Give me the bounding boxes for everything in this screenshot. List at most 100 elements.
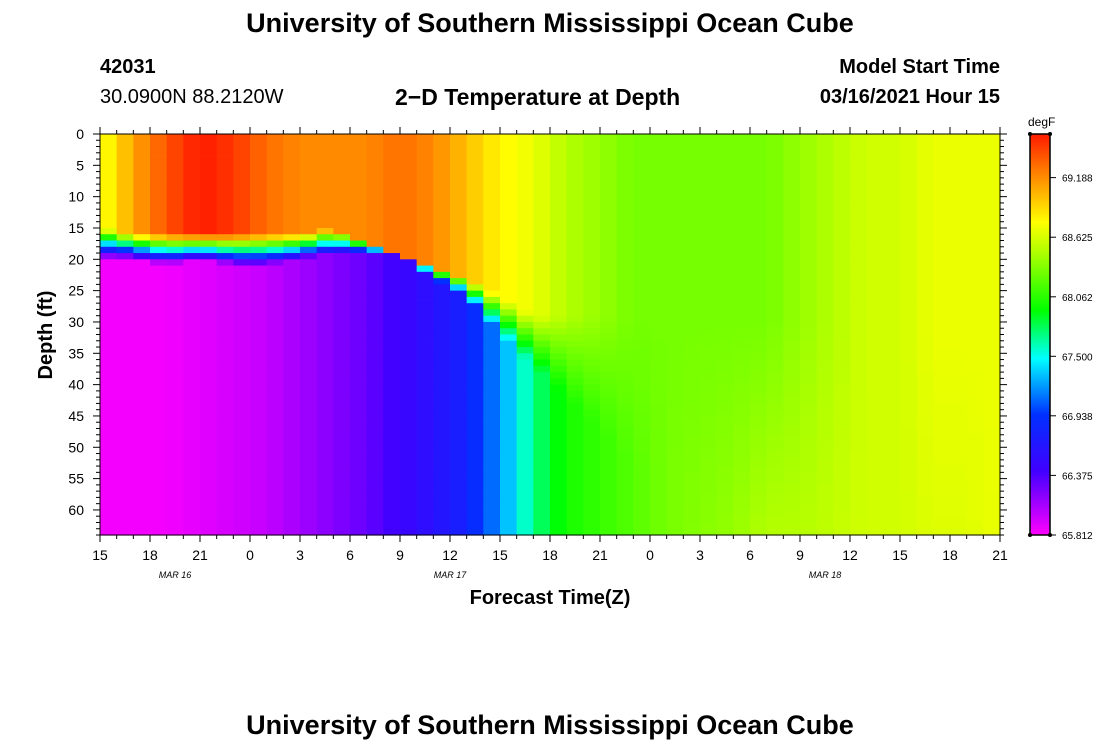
heatmap-cell <box>133 146 151 154</box>
heatmap-cell <box>833 134 851 141</box>
heatmap-cell <box>583 321 601 329</box>
heatmap-cell <box>450 422 468 430</box>
heatmap-cell <box>616 190 634 198</box>
heatmap-cell <box>716 309 734 317</box>
heatmap-cell <box>916 353 934 361</box>
heatmap-cell <box>516 453 534 461</box>
heatmap-cell <box>933 246 951 254</box>
heatmap-cell <box>816 159 834 166</box>
heatmap-cell <box>766 159 784 166</box>
heatmap-cell <box>966 165 984 173</box>
heatmap-cell <box>950 478 968 486</box>
heatmap-cell <box>433 359 451 367</box>
heatmap-cell <box>950 415 968 423</box>
heatmap-cell <box>283 221 301 229</box>
heatmap-cell <box>800 284 818 292</box>
heatmap-cell <box>666 478 684 486</box>
heatmap-cell <box>283 177 301 185</box>
heatmap-cell <box>950 202 968 210</box>
heatmap-cell <box>700 159 718 166</box>
heatmap-cell <box>600 428 618 436</box>
heatmap-cell <box>850 472 868 480</box>
heatmap-cell <box>433 340 451 348</box>
heatmap-cell <box>966 278 984 285</box>
heatmap-cell <box>300 296 318 304</box>
heatmap-cell <box>616 303 634 311</box>
heatmap-cell <box>100 190 118 198</box>
heatmap-cell <box>650 190 668 198</box>
heatmap-cell <box>200 234 218 242</box>
heatmap-cell <box>416 140 434 148</box>
heatmap-cell <box>283 215 301 223</box>
heatmap-cell <box>733 472 751 480</box>
heatmap-cell <box>783 353 801 361</box>
heatmap-cell <box>116 246 134 254</box>
heatmap-cell <box>250 253 268 260</box>
heatmap-cell <box>916 171 934 179</box>
heatmap-cell <box>733 271 751 279</box>
heatmap-cell <box>900 165 918 173</box>
heatmap-cell <box>683 453 701 461</box>
heatmap-cell <box>133 134 151 141</box>
heatmap-cell <box>350 397 368 405</box>
heatmap-cell <box>150 409 168 417</box>
heatmap-cell <box>300 309 318 317</box>
heatmap-cell <box>300 503 318 511</box>
heatmap-cell <box>416 403 434 411</box>
heatmap-cell <box>683 528 701 536</box>
heatmap-cell <box>466 309 484 317</box>
heatmap-cell <box>716 227 734 235</box>
heatmap-cell <box>166 265 184 273</box>
heatmap-cell <box>350 321 368 329</box>
x-tick-label: 6 <box>746 547 754 563</box>
heatmap-cell <box>750 165 768 173</box>
heatmap-cell <box>550 165 568 173</box>
heatmap-cell <box>983 221 1001 229</box>
heatmap-cell <box>983 340 1001 348</box>
heatmap-cell <box>750 177 768 185</box>
heatmap-cell <box>916 303 934 311</box>
heatmap-cell <box>333 347 351 354</box>
heatmap-cell <box>400 365 418 373</box>
heatmap-cell <box>933 215 951 223</box>
heatmap-cell <box>550 378 568 386</box>
heatmap-cell <box>100 359 118 367</box>
heatmap-cell <box>216 165 234 173</box>
heatmap-cell <box>150 384 168 392</box>
heatmap-cell <box>283 509 301 517</box>
heatmap-cell <box>833 522 851 530</box>
heatmap-cell <box>733 221 751 229</box>
heatmap-cell <box>683 278 701 285</box>
heatmap-cell <box>883 353 901 361</box>
heatmap-cell <box>366 315 384 323</box>
heatmap-cell <box>600 165 618 173</box>
heatmap-cell <box>933 347 951 354</box>
heatmap-cell <box>416 397 434 405</box>
heatmap-cell <box>450 321 468 329</box>
colorbar-corner-mark <box>1048 132 1052 136</box>
heatmap-cell <box>583 334 601 342</box>
heatmap-cell <box>966 347 984 354</box>
heatmap-cell <box>383 359 401 367</box>
heatmap-cell <box>133 309 151 317</box>
heatmap-cell <box>400 434 418 442</box>
heatmap-cell <box>866 284 884 292</box>
heatmap-cell <box>700 328 718 336</box>
heatmap-cell <box>233 265 251 273</box>
heatmap-cell <box>783 234 801 242</box>
heatmap-cell <box>216 415 234 423</box>
heatmap-cell <box>983 134 1001 141</box>
heatmap-cell <box>216 246 234 254</box>
heatmap-cell <box>500 159 518 166</box>
heatmap-cell <box>250 359 268 367</box>
heatmap-cell <box>283 353 301 361</box>
heatmap-cell <box>400 384 418 392</box>
heatmap-cell <box>850 234 868 242</box>
heatmap-cell <box>866 415 884 423</box>
heatmap-cell <box>933 422 951 430</box>
heatmap-cell <box>850 441 868 448</box>
heatmap-cell <box>533 422 551 430</box>
heatmap-cell <box>583 409 601 417</box>
heatmap-cell <box>216 434 234 442</box>
heatmap-cell <box>650 340 668 348</box>
